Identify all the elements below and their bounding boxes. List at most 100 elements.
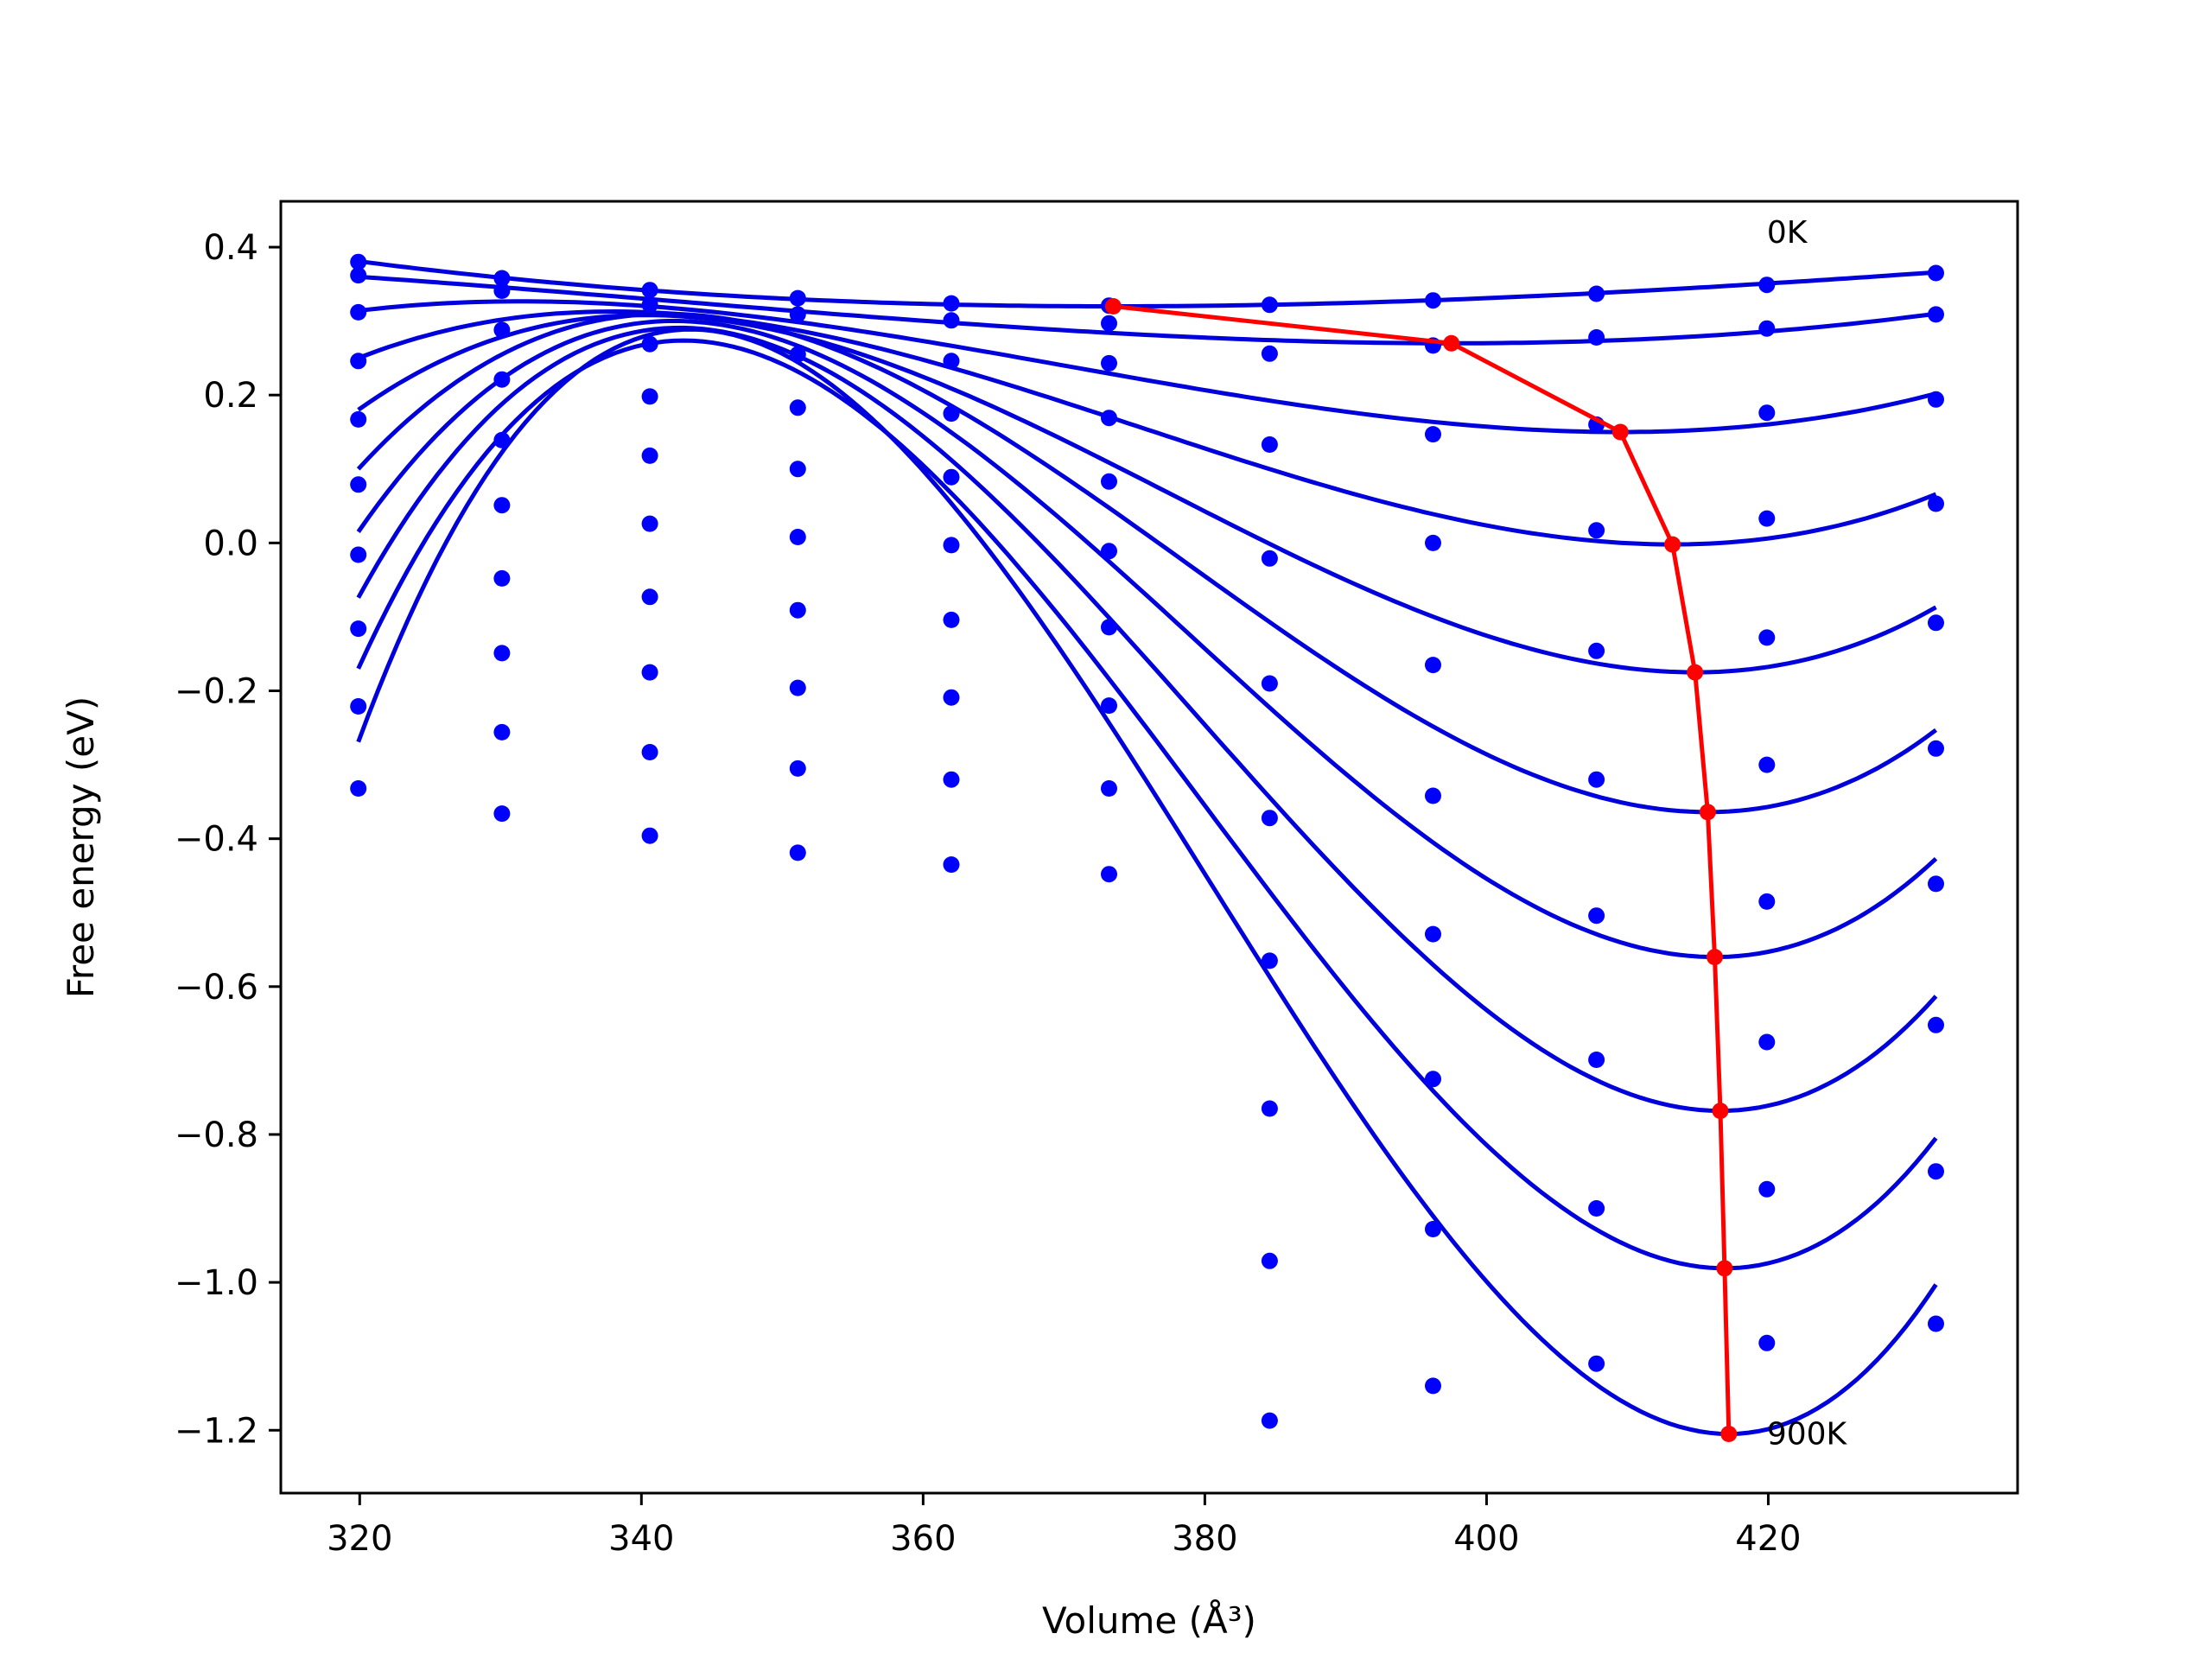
data-point-1-9 — [1758, 320, 1776, 337]
y-tick-label: −0.2 — [175, 672, 258, 712]
data-point-5-1 — [493, 497, 511, 514]
annotation-900k: 900K — [1767, 1417, 1848, 1452]
data-point-0-2 — [641, 282, 658, 299]
data-point-6-1 — [493, 569, 511, 587]
data-point-4-10 — [1928, 614, 1944, 632]
x-tick-label: 420 — [1735, 1519, 1801, 1559]
minimum-point-9 — [1720, 1426, 1738, 1442]
data-point-9-5 — [1101, 866, 1117, 883]
data-point-6-10 — [1928, 875, 1944, 893]
data-point-1-10 — [1928, 306, 1944, 323]
data-point-6-4 — [943, 611, 960, 628]
data-point-7-4 — [943, 689, 960, 706]
x-tick-label: 340 — [608, 1519, 674, 1559]
fit-curve-8 — [356, 338, 1938, 1271]
data-point-3-7 — [1425, 534, 1441, 551]
minimum-point-7 — [1712, 1103, 1729, 1120]
data-point-5-0 — [350, 476, 367, 493]
data-point-2-2 — [641, 335, 658, 353]
data-point-4-6 — [1261, 675, 1278, 692]
data-point-2-5 — [1101, 354, 1117, 372]
data-point-1-5 — [1101, 315, 1117, 332]
minimum-point-8 — [1716, 1260, 1733, 1277]
data-point-2-7 — [1425, 426, 1441, 443]
fit-curve-1 — [358, 274, 1936, 346]
data-point-5-2 — [641, 515, 658, 532]
data-point-0-0 — [350, 253, 367, 270]
fit-curve-2 — [358, 299, 1937, 435]
minimum-point-6 — [1707, 949, 1723, 966]
fit-curve-0 — [358, 258, 1936, 308]
data-point-4-5 — [1101, 473, 1117, 490]
data-point-2-0 — [350, 303, 367, 321]
data-point-0-9 — [1758, 276, 1776, 294]
y-tick-label: −0.4 — [175, 820, 258, 860]
data-point-2-6 — [1261, 436, 1278, 453]
data-point-3-10 — [1928, 495, 1944, 512]
data-point-8-6 — [1261, 1252, 1278, 1269]
y-axis-title: Free energy (eV) — [60, 696, 102, 999]
data-point-5-5 — [1101, 543, 1117, 560]
data-point-8-5 — [1101, 780, 1117, 797]
data-point-6-8 — [1588, 907, 1605, 925]
x-tick-label: 380 — [1172, 1519, 1237, 1559]
data-point-2-3 — [789, 346, 806, 363]
data-point-2-9 — [1758, 404, 1776, 422]
data-point-3-4 — [943, 405, 960, 423]
data-point-4-9 — [1758, 629, 1776, 646]
data-point-1-2 — [641, 296, 658, 314]
data-point-9-10 — [1928, 1315, 1944, 1332]
data-point-7-1 — [493, 645, 511, 662]
minimum-point-0 — [1104, 298, 1122, 315]
data-point-9-8 — [1588, 1355, 1605, 1372]
data-point-8-7 — [1425, 1221, 1441, 1237]
data-point-6-2 — [641, 588, 658, 606]
x-tick-label: 400 — [1453, 1519, 1519, 1559]
data-point-3-1 — [493, 371, 511, 388]
data-point-8-10 — [1928, 1163, 1944, 1180]
data-point-5-6 — [1261, 810, 1278, 827]
data-point-3-6 — [1261, 550, 1278, 567]
data-point-9-6 — [1261, 1412, 1278, 1429]
data-point-6-5 — [1101, 619, 1117, 636]
data-point-5-7 — [1425, 787, 1441, 804]
y-tick-label: −0.8 — [175, 1116, 258, 1155]
fit-curve-9 — [356, 327, 1938, 1437]
data-point-1-0 — [350, 267, 367, 284]
data-point-4-7 — [1425, 657, 1441, 674]
data-point-1-4 — [943, 312, 960, 329]
data-point-9-1 — [493, 805, 511, 823]
data-point-6-6 — [1261, 952, 1278, 969]
data-point-8-4 — [943, 771, 960, 788]
annotation-0k: 0K — [1767, 215, 1808, 251]
data-point-9-3 — [789, 844, 806, 861]
data-point-7-2 — [641, 664, 658, 681]
data-point-7-7 — [1425, 1071, 1441, 1088]
data-point-0-7 — [1425, 292, 1441, 309]
axes-frame — [279, 200, 2019, 1495]
data-point-9-2 — [641, 827, 658, 844]
data-point-0-10 — [1928, 264, 1944, 282]
plot-area — [350, 253, 1944, 1442]
data-point-7-10 — [1928, 1016, 1944, 1033]
y-tick-label: −1.0 — [175, 1263, 258, 1303]
data-point-4-3 — [789, 461, 806, 478]
fit-curve-5 — [356, 311, 1937, 815]
data-point-3-5 — [1101, 410, 1117, 427]
fit-curve-6 — [356, 318, 1938, 959]
minimum-point-2 — [1611, 423, 1629, 441]
data-point-0-4 — [943, 295, 960, 312]
y-tick-label: 0.2 — [203, 376, 258, 416]
data-point-1-1 — [493, 283, 511, 299]
data-point-8-1 — [493, 723, 511, 741]
data-point-5-4 — [943, 537, 960, 554]
data-point-1-3 — [789, 306, 806, 323]
x-tick-label: 320 — [327, 1519, 392, 1559]
data-point-3-0 — [350, 353, 367, 370]
data-point-3-3 — [789, 399, 806, 416]
y-tick-label: 0.0 — [203, 524, 258, 563]
minimum-point-3 — [1664, 536, 1681, 553]
data-point-6-7 — [1425, 925, 1441, 943]
data-point-5-3 — [789, 529, 806, 545]
